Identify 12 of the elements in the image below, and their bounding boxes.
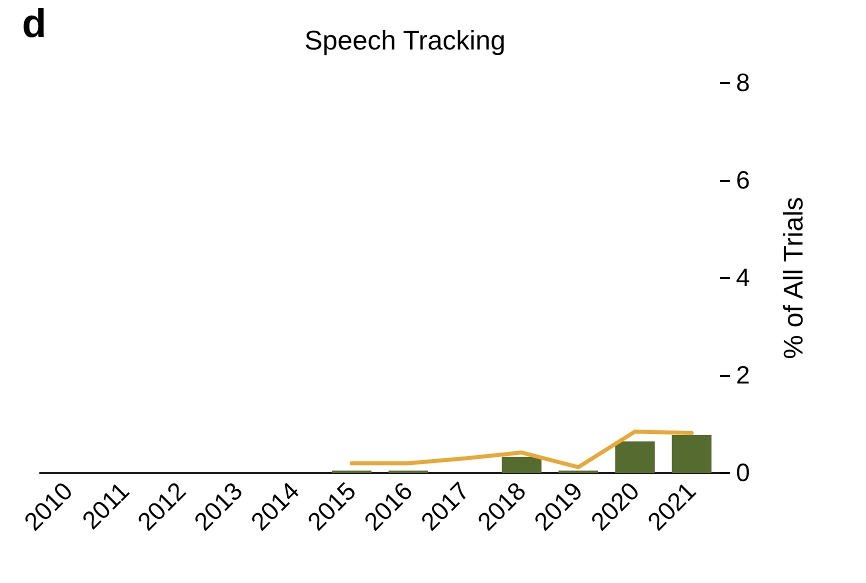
line-series [350, 430, 694, 470]
y-tick-label: 6 [736, 166, 750, 194]
chart-title: Speech Tracking [304, 26, 506, 56]
y-tick-label: 0 [736, 459, 750, 487]
bar [672, 434, 712, 473]
y-axis-title: % of All Trials [778, 196, 808, 360]
bar [615, 441, 655, 473]
text: d [22, 2, 46, 47]
bar [502, 456, 542, 473]
y-tick-label: 2 [736, 362, 750, 390]
y-tick-label: 8 [736, 69, 750, 97]
y-tick-label: 4 [736, 264, 750, 292]
